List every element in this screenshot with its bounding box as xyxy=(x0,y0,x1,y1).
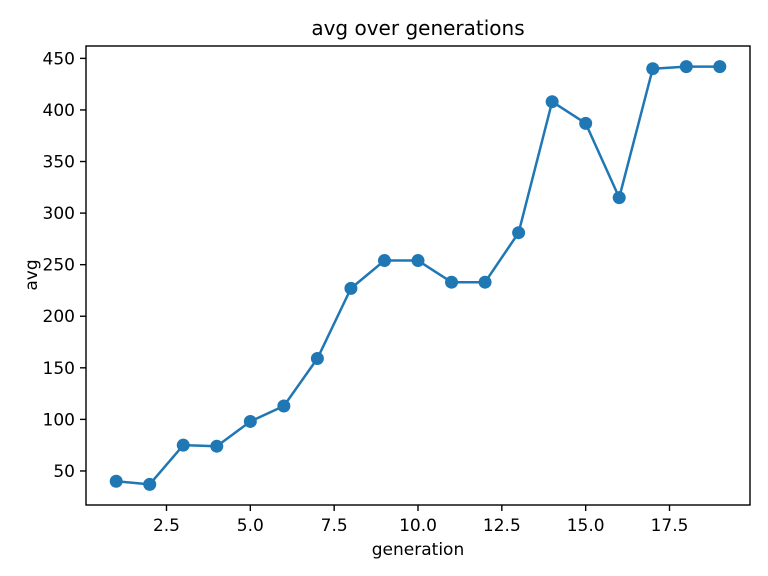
x-tick-label: 5.0 xyxy=(237,516,264,536)
data-point-marker xyxy=(445,275,459,289)
data-point-marker xyxy=(579,116,593,130)
x-axis-label: generation xyxy=(372,540,464,560)
x-tick-label: 17.5 xyxy=(651,516,689,536)
data-point-marker xyxy=(545,95,559,109)
data-point-marker xyxy=(310,352,324,366)
data-point-marker xyxy=(277,399,291,413)
x-tick-label: 2.5 xyxy=(153,516,180,536)
x-tick-label: 10.0 xyxy=(399,516,437,536)
y-tick-label: 50 xyxy=(53,462,75,482)
data-point-marker xyxy=(377,254,391,268)
data-point-marker xyxy=(243,414,257,428)
data-point-marker xyxy=(344,281,358,295)
chart-title: avg over generations xyxy=(311,16,524,40)
y-tick-label: 250 xyxy=(43,256,75,276)
y-tick-label: 100 xyxy=(43,410,75,430)
data-point-marker xyxy=(713,60,727,74)
x-tick-label: 12.5 xyxy=(483,516,521,536)
plot-border xyxy=(85,45,751,506)
data-point-marker xyxy=(612,191,626,205)
data-series xyxy=(109,60,727,491)
y-tick-label: 450 xyxy=(43,49,75,69)
y-tick-label: 350 xyxy=(43,153,75,173)
x-tick-label: 7.5 xyxy=(321,516,348,536)
y-axis-label: avg xyxy=(22,259,42,290)
data-point-marker xyxy=(478,275,492,289)
data-point-marker xyxy=(143,477,157,491)
y-tick-label: 400 xyxy=(43,101,75,121)
series-line xyxy=(114,65,722,486)
y-axis-ticks: 50 100 150 200 250 300 350 400 450 xyxy=(43,49,86,482)
data-point-marker xyxy=(512,226,526,240)
data-point-marker xyxy=(411,254,425,268)
data-point-marker xyxy=(210,439,224,453)
data-point-marker xyxy=(679,60,693,74)
data-point-marker xyxy=(109,474,123,488)
y-tick-label: 200 xyxy=(43,307,75,327)
data-point-marker xyxy=(646,62,660,76)
y-tick-label: 300 xyxy=(43,204,75,224)
x-axis-ticks: 2.5 5.0 7.5 10.0 12.5 15.0 17.5 xyxy=(153,505,688,536)
data-point-marker xyxy=(176,438,190,452)
y-tick-label: 150 xyxy=(43,359,75,379)
x-tick-label: 15.0 xyxy=(567,516,605,536)
